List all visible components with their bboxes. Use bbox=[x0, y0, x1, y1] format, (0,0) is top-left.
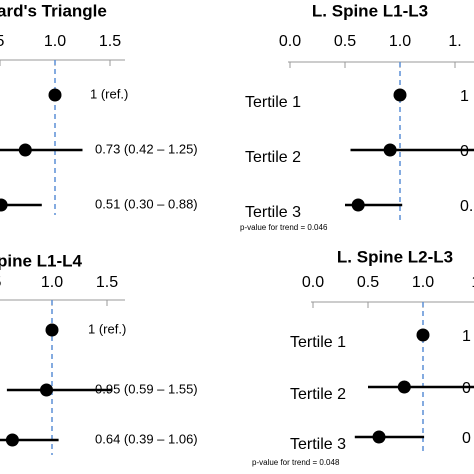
x-tick-label: 5 bbox=[0, 274, 2, 291]
value-label: 0 bbox=[462, 380, 471, 397]
value-label: 1 bbox=[462, 328, 471, 345]
point-estimate bbox=[397, 380, 411, 394]
point-estimate bbox=[383, 143, 397, 157]
value-label: 1 (ref.) bbox=[90, 86, 128, 101]
value-label: 0 bbox=[462, 430, 471, 447]
x-tick-label: 1. bbox=[448, 33, 461, 50]
panel-title: L. Spine L1-L3 bbox=[312, 1, 428, 20]
x-tick-label: 5 bbox=[0, 33, 5, 50]
category-label: Tertile 1 bbox=[290, 334, 346, 351]
category-label: Tertile 2 bbox=[245, 149, 301, 166]
panel-title: ard's Triangle bbox=[0, 1, 107, 20]
category-label: Tertile 3 bbox=[245, 204, 301, 221]
point-estimate bbox=[0, 198, 8, 212]
value-label: 0.51 (0.30 – 0.88) bbox=[95, 196, 198, 211]
point-estimate bbox=[45, 323, 59, 337]
category-label: Tertile 3 bbox=[290, 436, 346, 453]
value-label: 1 bbox=[460, 88, 469, 105]
value-label: 0.64 (0.39 – 1.06) bbox=[95, 431, 198, 446]
footnote: p-value for trend = 0.048 bbox=[252, 458, 340, 467]
footnote: p-value for trend = 0.046 bbox=[240, 223, 328, 232]
x-tick-label: 1.5 bbox=[99, 33, 121, 50]
x-tick-label: 0.5 bbox=[357, 274, 379, 291]
x-tick-label: 0.0 bbox=[279, 33, 301, 50]
point-estimate bbox=[18, 143, 32, 157]
point-estimate bbox=[351, 198, 365, 212]
value-label: 0 bbox=[460, 143, 469, 160]
point-estimate bbox=[393, 88, 407, 102]
x-tick-label: 0.5 bbox=[334, 33, 356, 50]
panel-title: pine L1-L4 bbox=[0, 251, 83, 270]
point-estimate bbox=[5, 433, 19, 447]
x-tick-label: 1.0 bbox=[389, 33, 411, 50]
point-estimate bbox=[40, 383, 53, 397]
x-tick-label: 1.5 bbox=[96, 274, 118, 291]
value-label: 0. bbox=[460, 198, 473, 215]
value-label: 0.95 (0.59 – 1.55) bbox=[95, 381, 198, 396]
value-label: 1 (ref.) bbox=[88, 321, 126, 336]
point-estimate bbox=[416, 328, 430, 342]
panel-title: L. Spine L2-L3 bbox=[337, 247, 453, 266]
x-tick-label: 1.0 bbox=[44, 33, 66, 50]
x-tick-label: 1. bbox=[471, 274, 474, 291]
value-label: 0.73 (0.42 – 1.25) bbox=[95, 141, 198, 156]
category-label: Tertile 1 bbox=[245, 94, 301, 111]
x-tick-label: 0.0 bbox=[302, 274, 324, 291]
category-label: Tertile 2 bbox=[290, 386, 346, 403]
x-tick-label: 1.0 bbox=[412, 274, 434, 291]
point-estimate bbox=[372, 430, 386, 444]
x-tick-label: 1.0 bbox=[41, 274, 63, 291]
point-estimate bbox=[48, 88, 62, 102]
